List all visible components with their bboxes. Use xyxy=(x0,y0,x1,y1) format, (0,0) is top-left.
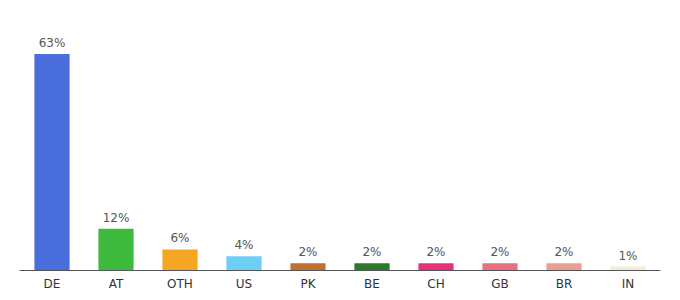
svg-text:63%: 63% xyxy=(39,36,66,50)
svg-text:US: US xyxy=(236,277,252,291)
svg-text:2%: 2% xyxy=(554,245,573,259)
svg-text:BR: BR xyxy=(556,277,573,291)
svg-text:GB: GB xyxy=(491,277,509,291)
svg-text:12%: 12% xyxy=(103,211,130,225)
svg-text:AT: AT xyxy=(109,277,124,291)
svg-text:2%: 2% xyxy=(362,245,381,259)
svg-text:PK: PK xyxy=(300,277,316,291)
svg-text:2%: 2% xyxy=(490,245,509,259)
svg-text:IN: IN xyxy=(622,277,635,291)
svg-text:2%: 2% xyxy=(298,245,317,259)
svg-text:2%: 2% xyxy=(426,245,445,259)
svg-text:OTH: OTH xyxy=(167,277,193,291)
svg-text:CH: CH xyxy=(427,277,444,291)
svg-text:DE: DE xyxy=(44,277,61,291)
svg-text:BE: BE xyxy=(364,277,380,291)
svg-text:1%: 1% xyxy=(618,249,637,263)
svg-text:6%: 6% xyxy=(170,231,189,245)
svg-text:4%: 4% xyxy=(234,238,253,252)
